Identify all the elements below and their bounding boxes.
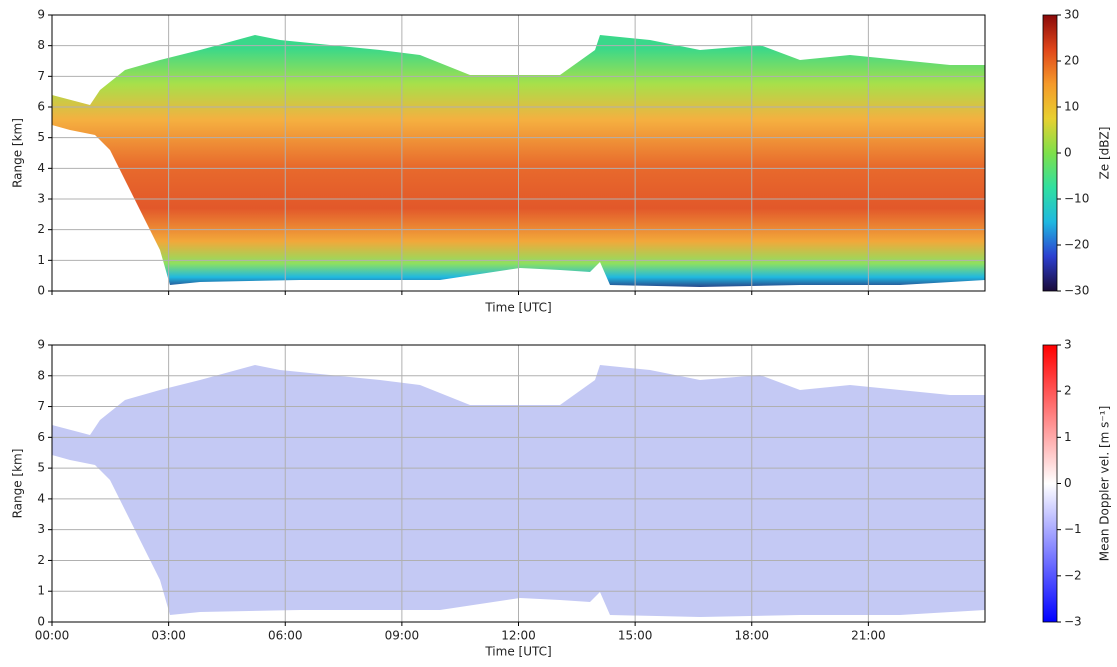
x-axis-label: Time [UTC] <box>484 301 551 315</box>
x-tick-label: 09:00 <box>385 629 420 643</box>
y-tick-label: 4 <box>37 161 45 175</box>
colorbar-tick-label: 10 <box>1064 100 1079 114</box>
colorbar-tick-label: 2 <box>1064 384 1072 398</box>
y-tick-label: 9 <box>37 8 45 22</box>
y-tick-label: 6 <box>37 430 45 444</box>
y-tick-label: 8 <box>37 38 45 52</box>
colorbar <box>1042 344 1058 623</box>
x-tick-label: 21:00 <box>851 629 886 643</box>
x-tick-label: 15:00 <box>618 629 653 643</box>
colorbar <box>1042 14 1058 292</box>
y-tick-label: 6 <box>37 100 45 114</box>
x-tick-label: 03:00 <box>151 629 186 643</box>
colorbar-tick-label: 20 <box>1064 54 1079 68</box>
y-tick-label: 2 <box>37 553 45 567</box>
y-axis-label: Range [km] <box>11 449 25 519</box>
y-tick-label: 5 <box>37 461 45 475</box>
y-tick-label: 3 <box>37 192 45 206</box>
y-tick-label: 0 <box>37 615 45 629</box>
y-tick-label: 5 <box>37 130 45 144</box>
colorbar-label: Ze [dBZ] <box>1098 127 1112 180</box>
colorbar-label: Mean Doppler vel. [m s⁻¹] <box>1098 406 1112 562</box>
y-tick-label: 7 <box>37 69 45 83</box>
colorbar-tick-label: 3 <box>1064 338 1072 352</box>
y-tick-label: 4 <box>37 491 45 505</box>
colorbar-tick-label: 30 <box>1064 8 1079 22</box>
x-tick-label: 18:00 <box>734 629 769 643</box>
y-tick-label: 3 <box>37 522 45 536</box>
colorbar-tick-label: −20 <box>1064 238 1089 252</box>
colorbar-tick-label: −30 <box>1064 284 1089 298</box>
colorbar-tick-label: −1 <box>1064 522 1082 536</box>
colorbar-tick-label: −3 <box>1064 615 1082 629</box>
x-tick-label: 00:00 <box>35 629 70 643</box>
y-tick-label: 9 <box>37 338 45 352</box>
axes-frame <box>51 14 986 292</box>
colorbar-tick-label: 0 <box>1064 146 1072 160</box>
y-tick-label: 7 <box>37 399 45 413</box>
colorbar-tick-label: 1 <box>1064 430 1072 444</box>
axes-frame <box>51 344 986 623</box>
y-tick-label: 8 <box>37 368 45 382</box>
x-axis-label: Time [UTC] <box>484 645 551 659</box>
colorbar-tick-label: −10 <box>1064 192 1089 206</box>
y-tick-label: 2 <box>37 222 45 236</box>
x-tick-label: 06:00 <box>268 629 303 643</box>
y-axis-label: Range [km] <box>11 118 25 188</box>
y-tick-label: 1 <box>37 253 45 267</box>
colorbar-tick-label: 0 <box>1064 476 1072 490</box>
y-tick-label: 0 <box>37 284 45 298</box>
x-tick-label: 12:00 <box>501 629 536 643</box>
colorbar-tick-label: −2 <box>1064 568 1082 582</box>
y-tick-label: 1 <box>37 584 45 598</box>
